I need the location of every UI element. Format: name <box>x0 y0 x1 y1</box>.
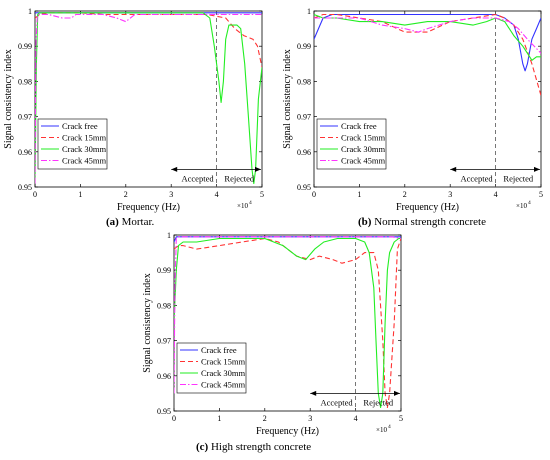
x-multiplier: ×10 <box>516 202 527 210</box>
legend-label: Crack 30mm <box>341 144 386 154</box>
annotation-rejected: Rejected <box>363 397 393 407</box>
y-tick-label: 0.95 <box>297 183 311 192</box>
series-group <box>174 236 401 409</box>
annotation-accepted: Accepted <box>461 173 494 183</box>
y-tick-label: 0.96 <box>18 148 32 157</box>
series-group <box>35 12 262 185</box>
x-tick-label: 0 <box>312 190 316 199</box>
annotation-rejected: Rejected <box>503 173 533 183</box>
x-multiplier-exponent: 4 <box>388 424 391 430</box>
legend-label: Crack 15mm <box>341 133 386 143</box>
y-tick-label: 0.99 <box>297 42 311 51</box>
x-tick-label: 3 <box>448 190 452 199</box>
x-tick-label: 4 <box>215 190 219 199</box>
x-tick-label: 2 <box>403 190 407 199</box>
caption-a: (a) Mortar. <box>106 216 155 228</box>
legend-label: Crack free <box>201 345 237 355</box>
x-tick-label: 5 <box>260 190 264 199</box>
series-line-crack-15mm <box>35 12 262 68</box>
y-tick-label: 0.99 <box>18 42 32 51</box>
y-tick-label: 1 <box>28 7 32 16</box>
plot-frame <box>313 10 542 188</box>
y-tick-label: 0.95 <box>18 183 32 192</box>
legend-label: Crack 30mm <box>201 368 246 378</box>
x-tick-label: 2 <box>124 190 128 199</box>
series-line-crack-45mm <box>35 13 262 184</box>
series-line-crack-45mm <box>314 17 541 54</box>
y-tick-label: 0.95 <box>157 407 171 416</box>
chart-panel-0: 0 1 2 3 4 50.950.960.970.980.991×10 4Frequency… <box>3 7 264 213</box>
annotation-arrowhead-right <box>394 390 400 396</box>
annotation-arrowhead-right <box>534 166 540 172</box>
x-multiplier-exponent: 4 <box>528 200 531 206</box>
y-tick-label: 0.96 <box>157 372 171 381</box>
y-tick-label: 1 <box>307 7 311 16</box>
annotation-arrowhead-left <box>310 390 317 396</box>
series-line-crack-15mm <box>314 13 541 96</box>
annotation-arrowhead-right <box>255 166 261 172</box>
series-group <box>314 13 541 96</box>
legend-label: Crack 45mm <box>62 156 107 166</box>
annotation-rejected: Rejected <box>224 173 254 183</box>
x-tick-label: 1 <box>217 414 221 423</box>
y-tick-label: 0.98 <box>297 77 311 86</box>
x-multiplier: ×10 <box>376 426 387 434</box>
caption-b: (b) Normal strength concrete <box>358 216 486 228</box>
annotation-accepted: Accepted <box>321 397 354 407</box>
y-tick-label: 0.97 <box>157 337 171 346</box>
series-line-crack-30mm <box>35 12 262 185</box>
annotation-accepted: Accepted <box>182 173 215 183</box>
y-axis-label: Signal consistency index <box>282 49 293 148</box>
chart-panel-2: 0 1 2 3 4 50.950.960.970.980.991×10 4Frequency… <box>142 231 403 437</box>
x-tick-label: 0 <box>172 414 176 423</box>
y-axis-label: Signal consistency index <box>3 49 14 148</box>
series-line-crack-45mm <box>174 236 401 394</box>
annotation-arrowhead-left <box>171 166 178 172</box>
x-tick-label: 3 <box>308 414 312 423</box>
legend-label: Crack free <box>341 121 377 131</box>
series-line-crack-30mm <box>174 237 401 409</box>
x-tick-label: 4 <box>494 190 498 199</box>
y-tick-label: 0.97 <box>297 113 311 122</box>
x-multiplier: ×10 <box>237 202 248 210</box>
y-axis-label: Signal consistency index <box>142 273 153 372</box>
x-tick-label: 0 <box>33 190 37 199</box>
y-tick-label: 0.98 <box>157 301 171 310</box>
y-tick-label: 1 <box>167 231 171 240</box>
legend-label: Crack 15mm <box>201 357 246 367</box>
x-axis-label: Frequency (Hz) <box>117 202 180 213</box>
x-tick-label: 5 <box>399 414 403 423</box>
y-tick-label: 0.98 <box>18 77 32 86</box>
caption-c: (c) High strength concrete <box>196 441 312 453</box>
y-tick-label: 0.96 <box>297 148 311 157</box>
x-tick-label: 2 <box>263 414 267 423</box>
legend-label: Crack 30mm <box>62 144 107 154</box>
y-tick-label: 0.97 <box>18 113 32 122</box>
series-line-crack-15mm <box>174 237 401 409</box>
x-axis-label: Frequency (Hz) <box>396 202 459 213</box>
x-tick-label: 1 <box>357 190 361 199</box>
x-axis-label: Frequency (Hz) <box>256 426 319 437</box>
annotation-arrowhead-left <box>450 166 457 172</box>
legend-label: Crack free <box>62 121 98 131</box>
legend-label: Crack 15mm <box>62 133 107 143</box>
y-tick-label: 0.99 <box>157 266 171 275</box>
legend-label: Crack 45mm <box>201 380 246 390</box>
chart-panel-1: 0 1 2 3 4 50.950.960.970.980.991×10 4Frequency… <box>282 7 543 213</box>
x-tick-label: 4 <box>354 414 358 423</box>
x-multiplier-exponent: 4 <box>249 200 252 206</box>
x-tick-label: 1 <box>78 190 82 199</box>
x-tick-label: 5 <box>539 190 543 199</box>
x-tick-label: 3 <box>169 190 173 199</box>
series-line-crack-30mm <box>314 13 541 61</box>
legend-label: Crack 45mm <box>341 156 386 166</box>
